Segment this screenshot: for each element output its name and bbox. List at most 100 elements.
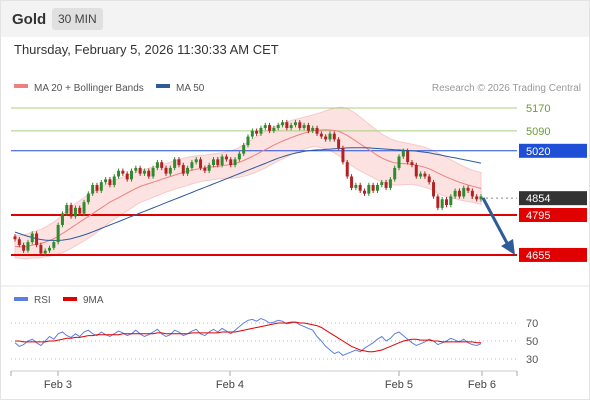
candle-body [229,159,233,166]
candle [186,165,190,176]
time-axis: Feb 3 Feb 4 Feb 5 Feb 6 [10,370,518,391]
candle [375,182,379,194]
candle [43,248,47,256]
arrow-shaft [481,197,510,246]
candle-body [328,133,332,140]
candle [427,174,431,185]
candle-body [319,133,323,137]
candle [177,157,181,168]
candle-body [147,170,151,177]
candle [293,119,297,128]
candle [311,125,315,134]
timeframe-badge[interactable]: 30 MIN [52,8,103,30]
candle-body [302,125,306,128]
candle [410,159,414,168]
candle [255,128,259,136]
candle-body [375,185,379,191]
candle [13,234,17,242]
ma50-legend-label: MA 50 [176,83,205,94]
candle-body [86,193,90,203]
candle [164,165,168,176]
candle-body [436,196,440,208]
level-label-4655: 4655 [526,250,550,262]
rsi-tick-label-70: 70 [526,318,538,330]
candle-body [211,159,215,166]
candle [384,179,388,191]
timestamp: Thursday, February 5, 2026 11:30:33 AM C… [14,42,279,57]
candle-body [117,170,121,177]
candle-body [186,167,190,174]
candle-body [39,244,43,254]
candle-body [130,170,133,180]
candle [393,165,397,182]
candle-body [237,153,241,160]
rsi-legend-swatch [14,297,28,301]
candle-body [35,233,39,245]
candle [272,125,276,134]
candle [324,134,328,142]
candle [479,194,483,202]
candle-body [26,242,30,251]
candle-body [17,239,21,245]
candle-body [168,167,172,174]
time-tick-label: Feb 6 [468,379,496,391]
candle-body [160,162,164,168]
candle [462,185,466,199]
candle-body [104,179,108,183]
candle-body [220,156,224,166]
candle-body [397,156,401,168]
candle-body [203,167,207,171]
candle [444,197,448,208]
candle-body [73,207,77,217]
candle [397,154,401,171]
candle-body [414,165,418,177]
candle [82,199,86,216]
candle [475,194,479,202]
candle [328,131,332,142]
candle [350,174,354,191]
candle [216,157,220,168]
candle-body [242,145,246,154]
candle-body [60,213,64,225]
candle-body [13,236,17,240]
candle-body [177,159,181,166]
candle [423,171,427,179]
candle-body [358,185,362,191]
candle [242,142,246,156]
candle [168,165,172,176]
candle-body [216,159,220,166]
candle-body [315,127,319,134]
candle [207,162,211,174]
level-tag-4655 [519,247,587,262]
candle-body [306,125,310,131]
candle [436,194,440,211]
candle [337,137,341,151]
candle-body [423,173,427,177]
candle-body [259,127,263,134]
candle-body [354,185,358,188]
rsi-legend: RSI 9MA [14,295,104,306]
time-tick-label: Feb 3 [44,379,72,391]
candle-body [470,190,474,197]
candle-body [401,150,405,157]
candle [91,182,95,196]
candle-body [82,202,86,214]
candle [203,165,207,174]
candle-body [384,182,388,188]
candle-body [337,139,341,148]
candle-body [207,165,211,171]
candle [457,188,461,199]
candle-body [190,162,194,168]
symbol-title: Gold [12,11,47,28]
candle-body [125,173,129,180]
candle [315,125,319,136]
candle [298,119,302,131]
candle [181,162,185,176]
candle-body [52,242,56,248]
rsi-legend-label: RSI [34,295,51,306]
candle-body [419,173,423,177]
rsi-tick-label-50: 50 [526,336,538,348]
rsi-line [14,317,482,356]
candle-body [332,133,336,140]
